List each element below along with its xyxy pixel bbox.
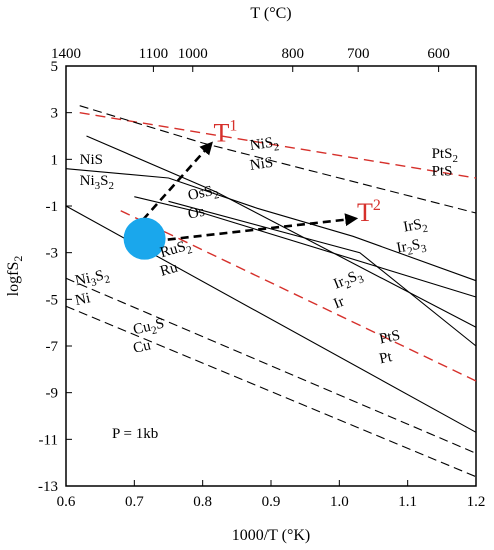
lbl-nis-b: NiS bbox=[80, 152, 103, 168]
lbl-pts-b: PtS bbox=[378, 328, 402, 348]
lbl-ru: Ru bbox=[158, 260, 180, 280]
y-tick-label-9: 5 bbox=[51, 59, 59, 75]
x-tick-label-2: 0.8 bbox=[193, 494, 212, 510]
line-ni3s2-ni bbox=[65, 277, 477, 454]
axis-ticks: 0.6 0.7 0.8 0.9 1.0 1.1 1.2-13-11-9-7-5-3-1135… bbox=[38, 46, 485, 510]
line-cu2s-cu bbox=[65, 305, 477, 478]
y-tick-label-3: -7 bbox=[46, 339, 59, 355]
y-tick-label-6: -1 bbox=[46, 199, 59, 215]
top-tick-label-5: 600 bbox=[427, 46, 450, 62]
arrow-t2 bbox=[154, 213, 359, 243]
x-tick-label-6: 1.2 bbox=[467, 494, 486, 510]
top-tick-label-3: 800 bbox=[281, 46, 304, 62]
x-tick-label-5: 1.1 bbox=[398, 494, 417, 510]
lbl-ir2s3-b: Ir2S3 bbox=[331, 267, 366, 296]
y-tick-label-2: -9 bbox=[46, 386, 59, 402]
x2-axis-label: T (°C) bbox=[250, 5, 291, 22]
x-axis-label: 1000/T (°K) bbox=[232, 527, 311, 544]
arrows: T1 T2 bbox=[123, 117, 381, 260]
lbl-pts2: PtS2 bbox=[432, 146, 458, 165]
y-axis-label: logfS2 bbox=[5, 256, 25, 297]
lbl-cu2s: Cu2S bbox=[132, 316, 167, 342]
y-tick-label-8: 3 bbox=[51, 106, 59, 122]
y-tick-label-5: -3 bbox=[46, 246, 59, 262]
line-oss2-os bbox=[86, 135, 477, 328]
x-tick-label-4: 1.0 bbox=[330, 494, 349, 510]
lbl-ni: Ni bbox=[74, 290, 92, 309]
lbl-pts-a: PtS bbox=[432, 164, 453, 180]
lbl-nis2: NiS2 bbox=[249, 134, 280, 157]
lbl-nis-a: NiS bbox=[249, 155, 274, 174]
top-tick-label-1: 1100 bbox=[139, 46, 168, 62]
lbl-ni3s2-a: Ni3S2 bbox=[80, 173, 114, 192]
top-tick-label-0: 1400 bbox=[51, 46, 81, 62]
y-tick-label-7: 1 bbox=[51, 152, 59, 168]
arrow-t1 bbox=[133, 141, 213, 231]
x-tick-label-3: 0.9 bbox=[262, 494, 281, 510]
lbl-pt: Pt bbox=[378, 349, 394, 367]
y-tick-label-4: -5 bbox=[46, 292, 59, 308]
top-tick-label-2: 1000 bbox=[178, 46, 208, 62]
lbl-ir: Ir bbox=[331, 294, 346, 313]
x-tick-label-0: 0.6 bbox=[57, 494, 76, 510]
line-irs2-ir2s3 bbox=[134, 196, 477, 298]
lbl-rus2: RuS2 bbox=[158, 237, 193, 264]
plot-frame bbox=[65, 65, 477, 487]
line-nis2-nis bbox=[79, 105, 477, 214]
lbl-ni3s2-b: Ni3S2 bbox=[74, 266, 112, 292]
line-nis-ni3s2 bbox=[65, 168, 477, 282]
lbl-os: Os bbox=[187, 204, 207, 223]
line-pts-pt bbox=[120, 210, 477, 382]
arrow-t2-label: T2 bbox=[357, 197, 381, 227]
lbl-irs2: IrS2 bbox=[402, 216, 429, 239]
lbl-oss2: OsS2 bbox=[187, 182, 221, 207]
condition-marker bbox=[123, 217, 166, 260]
arrow-t1-label: T1 bbox=[214, 117, 238, 147]
line-ir2s3-ir bbox=[168, 200, 477, 347]
y-tick-label-0: -13 bbox=[38, 479, 58, 495]
lbl-ir2s3-a: Ir2S3 bbox=[395, 236, 428, 260]
line-pts2-pts bbox=[79, 112, 477, 179]
lbl-cu: Cu bbox=[132, 337, 153, 357]
x-tick-label-1: 0.7 bbox=[125, 494, 144, 510]
top-tick-label-4: 700 bbox=[347, 46, 370, 62]
pressure-annotation: P = 1kb bbox=[112, 426, 158, 442]
y-tick-label-1: -11 bbox=[39, 432, 58, 448]
